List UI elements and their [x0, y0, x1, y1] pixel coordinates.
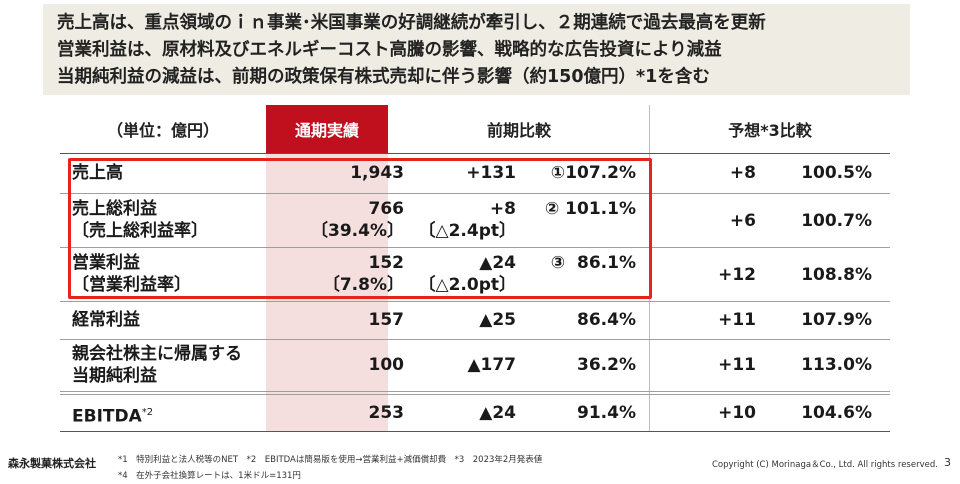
row-label: 営業利益 — [72, 253, 140, 273]
copyright: Copyright (C) Morinaga＆Co., Ltd. All rig… — [712, 460, 938, 470]
actual-value: 152 — [368, 253, 405, 273]
prior-margin-diff: 〔△2.4pt〕 — [418, 221, 516, 241]
forecast-diff: +11 — [718, 355, 756, 375]
summary-line-3: 当期純利益の減益は、前期の政策保有株式売却に伴う影響（約150億円）*1を含む — [57, 67, 710, 87]
footnote-line-2: *4 在外子会社換算レートは、1米ドル=131円 — [118, 471, 301, 481]
forecast-diff: +6 — [729, 211, 756, 231]
row-divider — [60, 339, 890, 340]
summary-line-1: 売上高は、重点領域のｉｎ事業･米国事業の好調継続が牽引し、２期連続で過去最高を更… — [57, 13, 766, 33]
prior-diff: ▲25 — [479, 310, 516, 330]
row-divider — [60, 391, 890, 392]
table-row: 営業利益 〔営業利益率〕 152 〔7.8%〕 ▲24 〔△2.0pt〕 ③ 8… — [60, 247, 890, 301]
forecast-ratio: 100.5% — [801, 163, 872, 183]
row-divider-double — [60, 394, 890, 395]
table-row: 売上高 1,943 +131 ①107.2% +8 100.5% — [60, 153, 890, 193]
row-label: 売上高 — [72, 163, 123, 183]
header-divider — [60, 153, 890, 154]
prior-margin-diff: 〔△2.0pt〕 — [418, 275, 516, 295]
forecast-diff: +10 — [718, 403, 756, 423]
company-logo: 森永製菓株式会社 — [8, 457, 96, 470]
prior-diff: +8 — [489, 199, 516, 219]
row-label: 経常利益 — [72, 310, 140, 330]
footnote-line-1: *1 特別利益と法人税等のNET *2 EBITDAは簡易版を使用→営業利益+減… — [118, 455, 543, 465]
row-sublabel: 〔売上総利益率〕 — [72, 221, 208, 241]
actual-value: 157 — [368, 310, 405, 330]
prior-diff: ▲24 — [479, 253, 516, 273]
prior-ratio: 91.4% — [577, 403, 636, 423]
prior-diff: ▲24 — [479, 403, 516, 423]
prior-ratio: ③ 86.1% — [550, 253, 636, 273]
row-divider — [60, 301, 890, 302]
table-row: 売上総利益 〔売上総利益率〕 766 〔39.4%〕 +8 〔△2.4pt〕 ②… — [60, 193, 890, 247]
prior-ratio: 36.2% — [577, 355, 636, 375]
prior-diff: ▲177 — [467, 355, 516, 375]
header-forecast: 予想*3比較 — [728, 121, 812, 140]
table-row: EBITDA*2 253 ▲24 91.4% +10 104.6% — [60, 395, 890, 432]
page-number: 3 — [944, 456, 951, 469]
actual-value: 1,943 — [350, 163, 404, 183]
header-prior: 前期比較 — [486, 121, 551, 140]
forecast-ratio: 107.9% — [801, 310, 872, 330]
actual-margin: 〔39.4%〕 — [311, 221, 404, 241]
row-label: EBITDA*2 — [72, 401, 153, 429]
forecast-ratio: 100.7% — [801, 211, 872, 231]
forecast-ratio: 104.6% — [801, 403, 872, 423]
row-sublabel: 当期純利益 — [72, 366, 157, 386]
table-row: 親会社株主に帰属する 当期純利益 100 ▲177 36.2% +11 113.… — [60, 339, 890, 391]
forecast-ratio: 108.8% — [801, 265, 872, 285]
row-label: 親会社株主に帰属する — [72, 344, 242, 364]
row-divider — [60, 247, 890, 248]
header-unit: （単位：億円） — [106, 121, 219, 140]
header-actual: 通期実績 — [294, 121, 359, 140]
highlight-box — [68, 158, 652, 299]
row-divider — [60, 193, 890, 194]
prior-ratio: 86.4% — [577, 310, 636, 330]
row-sublabel: 〔営業利益率〕 — [72, 275, 191, 295]
prior-ratio: ② 101.1% — [544, 199, 636, 219]
summary-line-2: 営業利益は、原材料及びエネルギーコスト高騰の影響、戦略的な広告投資により減益 — [57, 40, 722, 60]
forecast-diff: +8 — [729, 163, 756, 183]
summary-box: 売上高は、重点領域のｉｎ事業･米国事業の好調継続が牽引し、２期連続で過去最高を更… — [43, 4, 910, 95]
table-row: 経常利益 157 ▲25 86.4% +11 107.9% — [60, 301, 890, 339]
actual-value: 766 — [368, 199, 405, 219]
actual-column-header-bg — [266, 105, 388, 153]
ebitda-label: EBITDA — [72, 406, 142, 427]
row-label: 売上総利益 — [72, 199, 157, 219]
forecast-ratio: 113.0% — [801, 355, 872, 375]
footnote-marker: *2 — [141, 407, 154, 418]
table-bottom-border — [60, 431, 890, 432]
forecast-diff: +11 — [718, 310, 756, 330]
prior-ratio: ①107.2% — [550, 163, 636, 183]
prior-diff: +131 — [466, 163, 516, 183]
actual-value: 253 — [368, 403, 405, 423]
forecast-diff: +12 — [718, 265, 756, 285]
actual-margin: 〔7.8%〕 — [322, 275, 404, 295]
actual-value: 100 — [368, 355, 405, 375]
